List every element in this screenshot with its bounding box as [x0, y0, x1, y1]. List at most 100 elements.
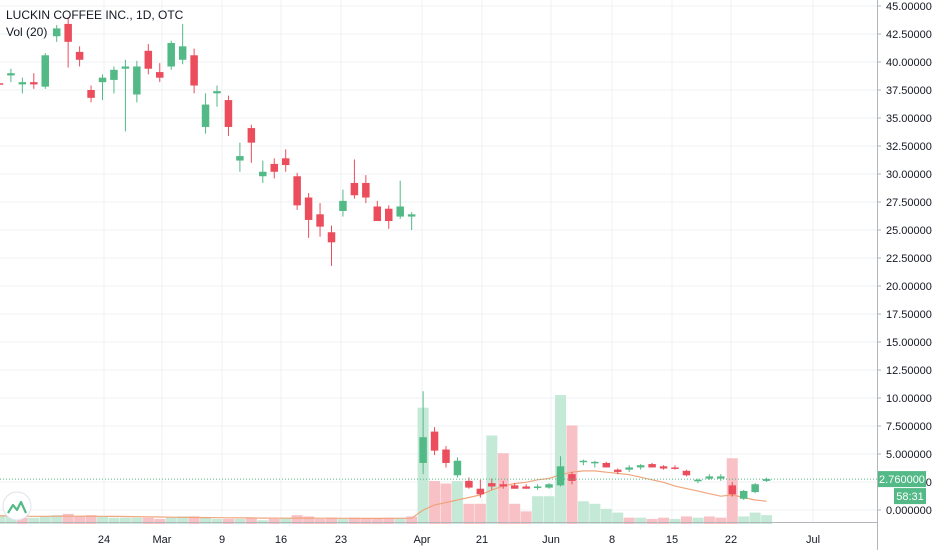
- candle-body: [7, 73, 15, 76]
- logo-mark: [7, 500, 28, 514]
- candle-body: [178, 46, 187, 60]
- price-tick-label: 20.000000: [886, 281, 932, 293]
- price-tick-label: 30.000000: [886, 169, 932, 181]
- volume-bar: [658, 517, 670, 524]
- volume-bar: [520, 511, 532, 524]
- candle-body: [75, 51, 84, 60]
- volume-bar: [39, 516, 51, 524]
- candle-body: [167, 42, 175, 67]
- symbol-title[interactable]: LUCKIN COFFEE INC., 1D, OTC: [6, 8, 184, 22]
- candle-body: [739, 490, 748, 499]
- time-tick-label: 22: [725, 534, 737, 546]
- price-tick-label: 5.000000: [886, 449, 932, 461]
- volume-bar: [119, 517, 131, 524]
- candle-body: [30, 82, 38, 85]
- volume-bar: [268, 518, 280, 524]
- volume-bar: [371, 518, 383, 524]
- candle-body: [350, 182, 359, 196]
- candle-body: [396, 206, 404, 217]
- price-tick-label: 17.500000: [886, 309, 932, 321]
- last-price-label: 2.760000: [879, 474, 925, 486]
- volume-bar: [532, 496, 544, 524]
- candle-body: [327, 232, 336, 243]
- time-tick-label: Jun: [542, 534, 560, 546]
- candle-body: [0, 83, 4, 85]
- candle-body: [190, 55, 198, 86]
- candle-body: [499, 484, 507, 487]
- legend: LUCKIN COFFEE INC., 1D, OTC Vol (20): [6, 7, 183, 41]
- price-tick-label: 45.000000: [886, 1, 932, 13]
- price-tick-label: 40.000000: [886, 57, 932, 69]
- volume-bar: [646, 518, 658, 524]
- volume-bar: [62, 513, 74, 524]
- candle-body: [224, 100, 233, 127]
- volume-bar: [600, 508, 612, 524]
- volume-bar: [326, 517, 337, 524]
- volume-bar: [612, 512, 624, 524]
- candle-body: [442, 449, 450, 463]
- volume-bar: [738, 516, 750, 524]
- volume-bar: [234, 518, 246, 524]
- volume-bar: [5, 516, 17, 524]
- candle-body: [476, 488, 485, 495]
- candle-body: [110, 69, 118, 80]
- candle-body: [591, 461, 599, 464]
- volume-bar: [623, 517, 635, 524]
- candle-body: [682, 470, 691, 476]
- candle-body: [201, 104, 210, 127]
- candle-body: [18, 82, 27, 85]
- volume-study-label[interactable]: Vol (20): [6, 25, 48, 39]
- price-tick-label: 15.000000: [886, 337, 932, 349]
- candle-body: [98, 77, 107, 83]
- candle-body: [385, 208, 393, 222]
- candle-body: [64, 23, 72, 42]
- volume-bar: [154, 518, 166, 524]
- time-tick-label: Mar: [153, 534, 172, 546]
- price-tick-label: 12.500000: [886, 365, 932, 377]
- candle-body: [270, 163, 278, 172]
- candle-body: [133, 66, 141, 95]
- candle-body: [705, 476, 714, 479]
- candle-body: [648, 464, 656, 468]
- volume-bar: [85, 515, 97, 524]
- price-tick-label: 35.000000: [886, 113, 932, 125]
- candle-body: [659, 466, 668, 469]
- volume-bar: [211, 518, 223, 524]
- candle-body: [41, 55, 49, 87]
- candles: [0, 17, 771, 500]
- volume-bar: [451, 481, 463, 524]
- logo-circle: [2, 491, 32, 521]
- candle-body: [339, 200, 347, 211]
- volume-bar: [51, 515, 63, 524]
- time-tick-label: 9: [219, 534, 225, 546]
- candle-body: [488, 483, 496, 487]
- volume-bar: [337, 518, 349, 524]
- volume-bar: [509, 503, 521, 524]
- candle-body: [453, 460, 462, 476]
- candle-body: [510, 485, 519, 489]
- candle-body: [545, 484, 553, 488]
- time-tick-label: Jul: [806, 534, 820, 546]
- time-tick-label: Apr: [413, 534, 430, 546]
- candle-body: [52, 28, 61, 37]
- price-tick-label: 22.500000: [886, 253, 932, 265]
- volume-bar: [394, 517, 406, 524]
- volume-bar: [177, 516, 189, 524]
- volume-bar: [97, 516, 108, 524]
- price-tick-label: 0.000000: [886, 505, 932, 517]
- volume-bar: [463, 503, 475, 524]
- volume-bar: [291, 515, 303, 524]
- volume-bar: [543, 496, 555, 524]
- volume-bars: [0, 395, 773, 524]
- volume-bar: [680, 516, 692, 524]
- countdown-label: 58:31: [896, 491, 924, 503]
- volume-bar: [188, 516, 200, 524]
- last-price-label-bg: [878, 471, 926, 488]
- candle-body: [407, 214, 416, 217]
- volume-bar: [440, 483, 452, 524]
- volume-bar: [28, 517, 40, 524]
- candle-body: [568, 474, 576, 481]
- volume-bar: [165, 517, 177, 524]
